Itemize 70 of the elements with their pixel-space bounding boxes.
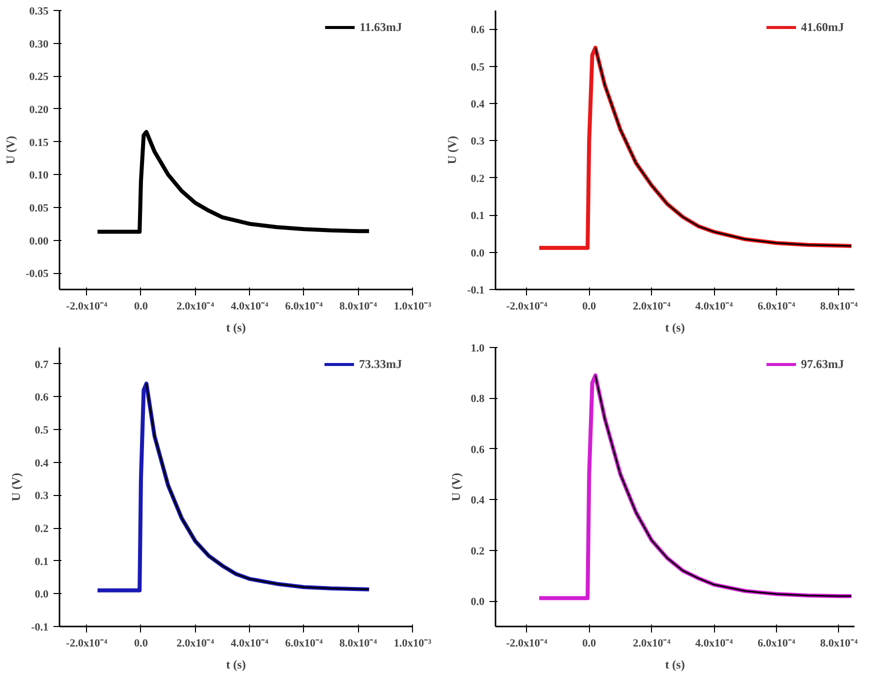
y-axis-title: U (V) (445, 136, 460, 164)
x-tick-label: -2.0x10⁻⁴ (506, 638, 548, 650)
legend-label: 97.63mJ (801, 357, 844, 372)
y-tick-label: 0.6 (34, 392, 49, 404)
y-tick-label: 0.3 (470, 136, 485, 148)
legend-label: 11.63mJ (360, 20, 402, 35)
x-tick-label: 0.0 (582, 300, 597, 312)
y-tick-label: 0.1 (34, 556, 48, 568)
x-tick-label: 8.0x10⁻⁴ (339, 300, 378, 312)
y-tick-label: 0.5 (470, 61, 485, 74)
x-axis-title: t (s) (226, 658, 246, 672)
legend-label: 73.33mJ (359, 357, 402, 372)
x-axis-title: t (s) (665, 320, 685, 334)
y-tick-label: 0.0 (34, 588, 49, 601)
x-tick-label: -2.0x10⁻⁴ (506, 300, 548, 312)
y-tick-label: -0.05 (26, 268, 49, 280)
y-tick-label: 0.6 (470, 444, 485, 456)
legend-label: 41.60mJ (801, 20, 844, 35)
x-tick-label: 2.0x10⁻⁴ (632, 638, 672, 650)
x-tick-label: 4.0x10⁻⁴ (230, 638, 270, 650)
y-tick-label: 0.7 (34, 358, 49, 371)
x-tick-label: 0.0 (134, 638, 148, 650)
y-tick-label: 0.4 (34, 457, 49, 470)
x-tick-label: 6.0x10⁻⁴ (285, 638, 324, 650)
x-axis-title: t (s) (665, 658, 685, 672)
y-tick-label: 0.2 (34, 523, 49, 536)
y-tick-label: 0.30 (29, 38, 49, 50)
x-tick-label: 8.0x10⁻⁴ (339, 638, 378, 650)
y-tick-label: 0.4 (470, 494, 485, 507)
x-tick-label: 4.0x10⁻⁴ (695, 638, 734, 650)
y-tick-label: 0.25 (29, 71, 49, 84)
y-tick-label: 0.0 (470, 247, 485, 260)
x-tick-label: 6.0x10⁻⁴ (285, 300, 324, 312)
x-tick-label: 6.0x10⁻⁴ (758, 638, 796, 650)
x-tick-label: -2.0x10⁻⁴ (66, 638, 108, 650)
y-axis-title: U (V) (4, 136, 18, 164)
y-tick-label: 0.20 (29, 104, 49, 116)
x-tick-label: 1.0x10⁻³ (394, 638, 432, 650)
x-tick-label: 2.0x10⁻⁴ (176, 300, 215, 312)
y-tick-label: 0.00 (29, 235, 49, 248)
y-axis-title: U (V) (9, 472, 24, 502)
x-tick-label: 2.0x10⁻⁴ (632, 300, 672, 312)
x-tick-label: 2.0x10⁻⁴ (176, 638, 215, 650)
y-tick-label: -0.1 (467, 284, 485, 296)
y-tick-label: 0.10 (29, 170, 49, 182)
y-tick-label: 0.35 (29, 6, 49, 18)
y-axis-title: U (V) (448, 472, 463, 502)
y-tick-label: 1.0 (470, 342, 485, 354)
x-tick-label: 4.0x10⁻⁴ (230, 300, 270, 312)
x-tick-label: 1.0x10⁻³ (394, 300, 432, 312)
y-tick-label: 0.1 (470, 210, 484, 222)
y-tick-label: 0.2 (470, 172, 485, 185)
x-tick-label: 0.0 (134, 300, 148, 312)
y-tick-label: 0.05 (29, 202, 49, 214)
x-tick-label: 8.0x10⁻⁴ (820, 638, 858, 650)
y-tick-label: 0.0 (470, 596, 485, 608)
x-tick-label: 4.0x10⁻⁴ (695, 300, 734, 312)
y-tick-label: 0.15 (29, 136, 49, 149)
x-tick-label: -2.0x10⁻⁴ (66, 300, 108, 312)
y-tick-label: 0.2 (470, 545, 485, 558)
y-tick-label: 0.3 (34, 490, 49, 502)
y-tick-label: 0.6 (470, 24, 485, 36)
y-tick-label: 0.4 (470, 98, 485, 110)
y-tick-label: -0.1 (31, 622, 49, 634)
y-tick-label: 0.5 (34, 424, 49, 437)
x-tick-label: 6.0x10⁻⁴ (758, 300, 796, 312)
x-tick-label: 0.0 (582, 638, 597, 650)
x-tick-label: 8.0x10⁻⁴ (820, 300, 858, 312)
x-axis-title: t (s) (226, 320, 246, 334)
y-tick-label: 0.8 (470, 393, 485, 406)
